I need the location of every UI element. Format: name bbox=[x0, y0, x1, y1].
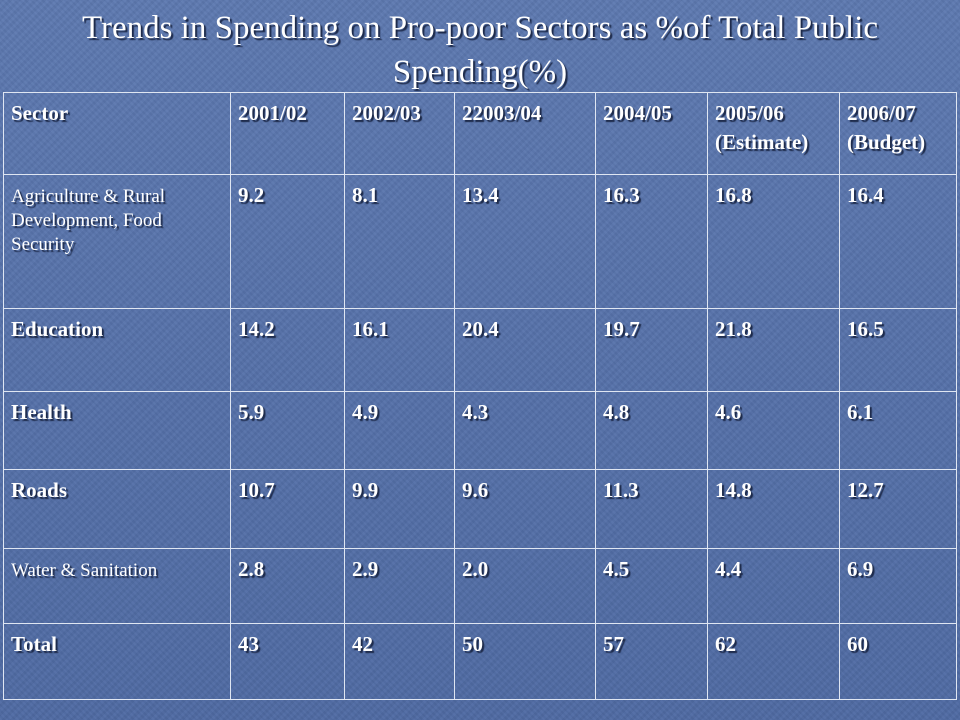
cell-value: 19.7 bbox=[595, 308, 708, 392]
cell-value: 42 bbox=[344, 623, 455, 700]
table-row: Agriculture & Rural Development, Food Se… bbox=[3, 174, 957, 309]
cell-value: 50 bbox=[454, 623, 596, 700]
cell-value: 6.1 bbox=[839, 391, 957, 470]
table-row-total: Total 43 42 50 57 62 60 bbox=[3, 623, 957, 700]
row-sector-health: Health bbox=[3, 391, 231, 470]
row-sector-education: Education bbox=[3, 308, 231, 392]
cell-value: 16.3 bbox=[595, 174, 708, 309]
row-sector-agriculture: Agriculture & Rural Development, Food Se… bbox=[3, 174, 231, 309]
cell-value: 2.0 bbox=[454, 548, 596, 624]
header-year-2005-06: 2005/06 (Estimate) bbox=[707, 92, 840, 175]
row-sector-roads: Roads bbox=[3, 469, 231, 549]
cell-value: 4.5 bbox=[595, 548, 708, 624]
cell-value: 14.8 bbox=[707, 469, 840, 549]
cell-value: 4.3 bbox=[454, 391, 596, 470]
cell-value: 57 bbox=[595, 623, 708, 700]
table-row: Roads 10.7 9.9 9.6 11.3 14.8 12.7 bbox=[3, 469, 957, 549]
header-year-2002-03: 2002/03 bbox=[344, 92, 455, 175]
cell-value: 6.9 bbox=[839, 548, 957, 624]
cell-value: 10.7 bbox=[230, 469, 345, 549]
cell-value: 4.8 bbox=[595, 391, 708, 470]
header-year-2006-07: 2006/07 (Budget) bbox=[839, 92, 957, 175]
cell-value: 9.9 bbox=[344, 469, 455, 549]
cell-value: 13.4 bbox=[454, 174, 596, 309]
cell-value: 11.3 bbox=[595, 469, 708, 549]
cell-value: 5.9 bbox=[230, 391, 345, 470]
cell-value: 21.8 bbox=[707, 308, 840, 392]
spending-table: Sector 2001/02 2002/03 22003/04 2004/05 … bbox=[3, 92, 957, 700]
header-note-budget: (Budget) bbox=[847, 130, 926, 154]
cell-value: 16.5 bbox=[839, 308, 957, 392]
cell-value: 2.8 bbox=[230, 548, 345, 624]
cell-value: 16.1 bbox=[344, 308, 455, 392]
table-row: Education 14.2 16.1 20.4 19.7 21.8 16.5 bbox=[3, 308, 957, 392]
cell-value: 62 bbox=[707, 623, 840, 700]
cell-value: 9.6 bbox=[454, 469, 596, 549]
header-note-estimate: (Estimate) bbox=[715, 130, 809, 154]
header-year-2004-05: 2004/05 bbox=[595, 92, 708, 175]
row-sector-water-sanitation: Water & Sanitation bbox=[3, 548, 231, 624]
row-sector-total: Total bbox=[3, 623, 231, 700]
header-year-2001-02: 2001/02 bbox=[230, 92, 345, 175]
cell-value: 2.9 bbox=[344, 548, 455, 624]
cell-value: 16.8 bbox=[707, 174, 840, 309]
table-row: Water & Sanitation 2.8 2.9 2.0 4.5 4.4 6… bbox=[3, 548, 957, 624]
cell-value: 60 bbox=[839, 623, 957, 700]
cell-value: 20.4 bbox=[454, 308, 596, 392]
cell-value: 9.2 bbox=[230, 174, 345, 309]
cell-value: 4.6 bbox=[707, 391, 840, 470]
header-row: Sector 2001/02 2002/03 22003/04 2004/05 … bbox=[3, 92, 957, 175]
cell-value: 12.7 bbox=[839, 469, 957, 549]
cell-value: 16.4 bbox=[839, 174, 957, 309]
cell-value: 4.9 bbox=[344, 391, 455, 470]
header-sector: Sector bbox=[3, 92, 231, 175]
cell-value: 8.1 bbox=[344, 174, 455, 309]
cell-value: 14.2 bbox=[230, 308, 345, 392]
slide-title: Trends in Spending on Pro-poor Sectors a… bbox=[0, 6, 960, 94]
cell-value: 4.4 bbox=[707, 548, 840, 624]
table-row: Health 5.9 4.9 4.3 4.8 4.6 6.1 bbox=[3, 391, 957, 470]
cell-value: 43 bbox=[230, 623, 345, 700]
header-year-2003-04: 22003/04 bbox=[454, 92, 596, 175]
slide-title-line-2: Spending(%) bbox=[392, 54, 568, 90]
slide-title-line-1: Trends in Spending on Pro-poor Sectors a… bbox=[81, 10, 879, 46]
